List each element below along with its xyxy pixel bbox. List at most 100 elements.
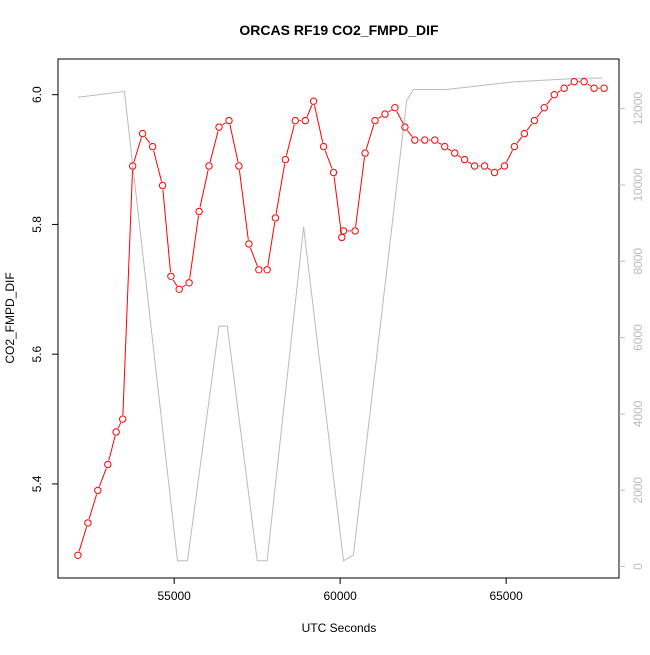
axes-layer: 55000 60000 65000 5.4 5.6 5.8 6.0 0 2000 4000 6000… bbox=[30, 58, 645, 603]
y2-tick-label: 12000 bbox=[631, 92, 645, 126]
co2-line-segment bbox=[314, 105, 324, 143]
co2-line-segment bbox=[333, 176, 342, 234]
co2-line-segment bbox=[467, 161, 472, 165]
co2-data-point bbox=[205, 162, 213, 170]
co2-data-point bbox=[441, 142, 449, 151]
co2-line-segment bbox=[238, 170, 249, 240]
co2-line-segment bbox=[98, 468, 107, 487]
y-tick-label: 6.0 bbox=[30, 86, 44, 103]
co2-data-point bbox=[94, 486, 102, 495]
co2-line-segment bbox=[365, 124, 375, 150]
co2-data-point bbox=[255, 266, 263, 274]
co2-data-point bbox=[371, 116, 379, 125]
co2-line-segment bbox=[182, 284, 186, 288]
co2-data-point bbox=[550, 91, 558, 99]
co2-line-segment bbox=[536, 110, 543, 118]
co2-data-point bbox=[540, 104, 548, 112]
y2-tick-label: 10000 bbox=[631, 168, 645, 202]
co2-line-segment bbox=[557, 90, 561, 93]
co2-line-segment bbox=[355, 157, 365, 227]
co2-line-segment bbox=[249, 247, 258, 267]
co2-data-point bbox=[235, 162, 243, 170]
altitude-line bbox=[77, 77, 603, 562]
y2-tick-label: 8000 bbox=[631, 248, 645, 275]
co2-data-point bbox=[600, 84, 608, 92]
co2-line-segment bbox=[162, 189, 171, 273]
co2-line-segment bbox=[153, 150, 162, 182]
co2-series-layer bbox=[74, 78, 608, 559]
y2-tick-label: 0 bbox=[631, 563, 645, 570]
y-tick-label: 5.4 bbox=[30, 475, 44, 492]
co2-line-segment bbox=[526, 123, 533, 131]
co2-line-segment bbox=[487, 167, 492, 171]
co2-data-point bbox=[339, 227, 348, 235]
co2-data-point bbox=[411, 136, 419, 144]
co2-data-point bbox=[291, 116, 299, 125]
co2-line-segment bbox=[378, 115, 382, 119]
y2-tick-label: 6000 bbox=[631, 324, 645, 351]
y2-tick-label: 2000 bbox=[631, 477, 645, 504]
co2-data-point bbox=[104, 460, 112, 469]
co2-line-segment bbox=[407, 130, 413, 138]
co2-data-point bbox=[129, 162, 137, 170]
chart-title: ORCAS RF19 CO2_FMPD_DIF bbox=[239, 22, 439, 38]
co2-line-segment bbox=[199, 169, 209, 208]
y2-tick-label: 4000 bbox=[631, 400, 645, 427]
co2-data-point bbox=[421, 136, 429, 144]
co2-data-point bbox=[338, 233, 346, 242]
co2-data-point bbox=[119, 415, 127, 423]
y-axis-label: CO2_FMPD_DIF bbox=[3, 272, 17, 363]
co2-line-segment bbox=[117, 422, 122, 429]
co2-line-segment bbox=[209, 131, 219, 163]
altitude-series-layer bbox=[77, 77, 603, 562]
co2-line-segment bbox=[133, 137, 142, 163]
co2-data-point bbox=[158, 181, 167, 190]
co2-line-segment bbox=[438, 141, 442, 145]
co2-data-point bbox=[510, 142, 519, 151]
x-tick-label: 60000 bbox=[323, 589, 357, 603]
co2-data-point bbox=[263, 266, 271, 274]
co2-line-segment bbox=[108, 435, 116, 461]
co2-data-point bbox=[309, 97, 318, 105]
co2-data-point bbox=[271, 214, 280, 222]
co2-data-point bbox=[195, 207, 203, 216]
co2-line-segment bbox=[267, 222, 276, 266]
co2-line-segment bbox=[172, 279, 178, 287]
co2-data-point bbox=[451, 149, 459, 157]
co2-data-point bbox=[167, 272, 175, 280]
co2-data-point bbox=[74, 551, 82, 559]
co2-line-segment bbox=[78, 526, 88, 552]
co2-data-point bbox=[361, 149, 369, 157]
x-axis-label: UTC Seconds bbox=[302, 621, 377, 635]
co2-data-point bbox=[148, 142, 157, 151]
co2-line-segment bbox=[388, 109, 392, 113]
co2-line-segment bbox=[306, 104, 313, 117]
co2-line-segment bbox=[567, 83, 571, 87]
co2-data-point bbox=[84, 519, 92, 527]
co2-line-segment bbox=[285, 124, 295, 156]
co2-data-point bbox=[431, 136, 439, 144]
co2-data-point bbox=[351, 227, 359, 235]
co2-data-point bbox=[520, 129, 529, 138]
co2-line-segment bbox=[516, 136, 523, 144]
plot-frame bbox=[57, 58, 620, 579]
co2-data-point bbox=[281, 155, 290, 164]
co2-data-point bbox=[530, 116, 539, 125]
co2-data-point bbox=[138, 129, 147, 138]
x-tick-label: 55000 bbox=[157, 589, 191, 603]
co2-line-segment bbox=[447, 148, 452, 152]
co2-data-point bbox=[175, 285, 183, 293]
co2-line-segment bbox=[222, 122, 226, 126]
co2-data-point bbox=[301, 116, 309, 125]
co2-line-segment bbox=[587, 83, 591, 87]
co2-line-segment bbox=[324, 150, 333, 169]
co2-line-segment bbox=[88, 494, 98, 519]
co2-data-point bbox=[401, 123, 409, 131]
co2-data-point bbox=[112, 428, 120, 436]
co2-data-point bbox=[570, 78, 578, 86]
co2-line-segment bbox=[546, 97, 553, 105]
co2-data-point bbox=[225, 116, 233, 125]
co2-data-point bbox=[590, 84, 598, 92]
